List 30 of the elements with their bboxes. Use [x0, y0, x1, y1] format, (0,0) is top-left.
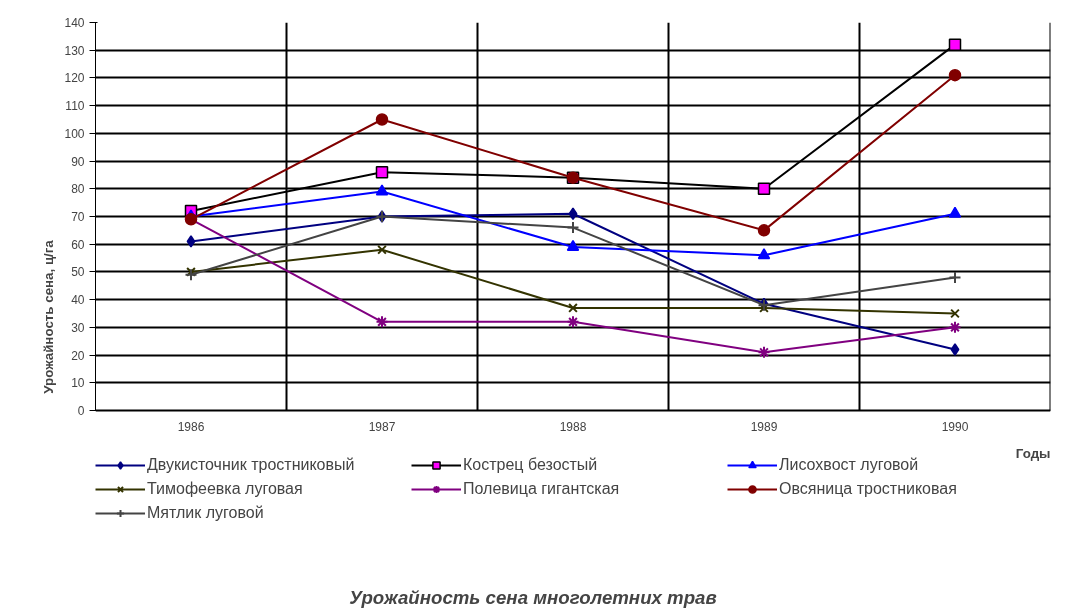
legend-label: Двукисточник тростниковый [147, 456, 356, 474]
y-tick-label: 20 [71, 348, 85, 363]
legend-label: Кострец безостый [463, 456, 599, 474]
y-tick-label: 70 [71, 210, 85, 224]
y-tick-label: 120 [64, 71, 85, 86]
y-tick-label: 140 [64, 16, 85, 30]
y-tick-label: 60 [71, 237, 85, 252]
y-tick-label: 100 [64, 126, 85, 141]
legend-label: Овсяница тростниковая [779, 480, 958, 498]
y-axis-title: Урожайность сена, ц/га [41, 239, 57, 394]
x-tick-label: 1989 [750, 419, 778, 434]
y-tick-label: 30 [71, 320, 85, 335]
x-tick-label: 1987 [368, 419, 396, 434]
y-tick-label: 110 [65, 99, 85, 114]
y-tick-label: 10 [71, 376, 85, 391]
x-tick-label: 1988 [559, 419, 587, 434]
y-tick-label: 40 [71, 293, 85, 308]
text: Урожайность сена многолетних трав [349, 586, 717, 608]
x-tick-label: 1986 [177, 419, 205, 434]
x-tick-label: 1990 [941, 419, 969, 434]
y-tick-label: 0 [77, 404, 85, 418]
y-tick-label: 130 [64, 43, 85, 58]
y-tick-label: 80 [71, 182, 85, 197]
legend-label: Лисохвост луговой [779, 456, 919, 473]
x-axis-title: Годы [1015, 445, 1051, 461]
legend-label: Мятлик луговой [147, 504, 265, 522]
legend-label: Полевица гигантская [463, 480, 621, 498]
legend-label: Тимофеевка луговая [147, 480, 304, 498]
y-tick-label: 50 [71, 265, 85, 280]
y-tick-label: 90 [71, 154, 85, 169]
